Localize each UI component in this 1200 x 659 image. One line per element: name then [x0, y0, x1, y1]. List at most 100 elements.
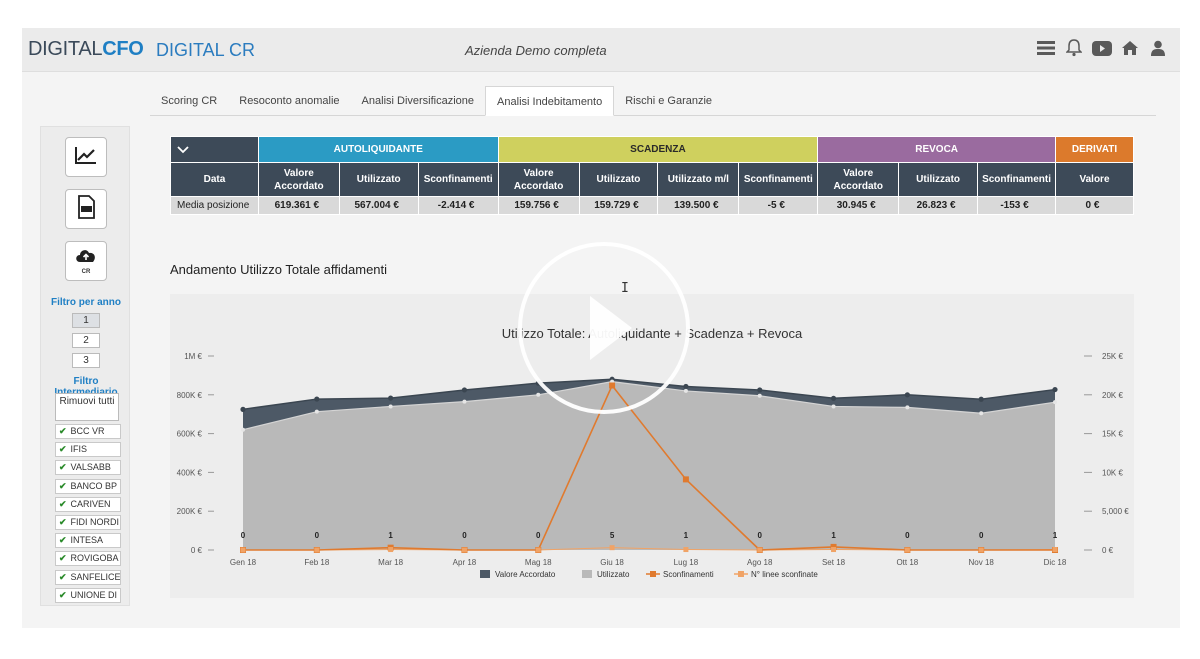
- data-label: 1: [388, 531, 393, 540]
- column-header: Sconfinamenti: [977, 162, 1057, 197]
- point-linee-sconfinate: [904, 547, 910, 553]
- top-bar: DIGITALCFO DIGITAL CR Azienda Demo compl…: [22, 28, 1180, 72]
- top-icons: [1036, 38, 1168, 58]
- sidebar: CR Filtro per anno 1 2 3 Filtro Intermedia…: [40, 126, 130, 606]
- point-linee-sconfinate: [535, 547, 541, 553]
- point-linee-sconfinate: [314, 547, 320, 553]
- video-play-button[interactable]: [518, 242, 690, 414]
- year-button-3[interactable]: 3: [72, 353, 100, 368]
- bank-label: ROVIGOBA: [70, 553, 119, 564]
- bank-filter-item[interactable]: ✔ CARIVEN: [55, 496, 121, 512]
- pdf-file-icon: [76, 194, 96, 224]
- legend-label: Sconfinamenti: [663, 570, 714, 579]
- bank-filter-item[interactable]: ✔ FIDI NORDI: [55, 515, 121, 530]
- upload-cr-button[interactable]: CR: [65, 241, 107, 281]
- checkmark-icon: ✔: [59, 498, 67, 509]
- pdf-button[interactable]: [65, 189, 107, 229]
- menu-icon[interactable]: [1036, 38, 1056, 58]
- year-button-2[interactable]: 2: [72, 333, 100, 348]
- point-linee-sconfinate: [757, 547, 763, 553]
- point-utilizzato: [314, 409, 319, 414]
- company-name: Azienda Demo completa: [465, 43, 607, 58]
- bank-filter-item[interactable]: ✔ SANFELICE: [55, 569, 121, 585]
- x-tick-label: Feb 18: [304, 558, 329, 567]
- bank-filter-item[interactable]: ✔ ROVIGOBA: [55, 551, 121, 567]
- tab-analisi-indebitamento[interactable]: Analisi Indebitamento: [485, 86, 615, 116]
- column-header-row: Data Valore Accordato Utilizzato Sconfiname…: [170, 162, 1134, 197]
- table-row: Media posizione 619.361 €567.004 € -2.414 …: [170, 196, 1134, 215]
- user-icon[interactable]: [1148, 38, 1168, 58]
- column-header: Valore: [1055, 162, 1134, 197]
- bank-filter-item[interactable]: ✔ BANCO BP: [55, 478, 121, 494]
- table-cell: 619.361 €: [257, 196, 340, 215]
- youtube-icon[interactable]: [1092, 38, 1112, 58]
- data-label: 0: [315, 531, 320, 540]
- bank-filter-item[interactable]: ✔ INTESA: [55, 533, 121, 549]
- remove-all-button[interactable]: Rimuovi tutti: [55, 393, 119, 421]
- checkmark-icon: ✔: [59, 517, 67, 527]
- section-title: Andamento Utilizzo Totale affidamenti: [170, 262, 388, 277]
- legend-swatch: [582, 570, 592, 578]
- legend-label: N° linee sconfinate: [751, 570, 818, 579]
- point-valore-accordato: [830, 395, 837, 401]
- x-tick-label: Mag 18: [525, 558, 552, 567]
- data-label: 0: [979, 531, 984, 540]
- column-header: Valore Accordato: [817, 162, 900, 197]
- group-scadenza: SCADENZA: [497, 136, 819, 163]
- column-header: Valore Accordato: [257, 162, 340, 197]
- y-left-tick-label: 200K €: [177, 507, 203, 516]
- year-button-1[interactable]: 1: [72, 313, 100, 328]
- x-tick-label: Dic 18: [1044, 558, 1067, 567]
- checkmark-icon: ✔: [59, 535, 67, 546]
- home-icon[interactable]: [1120, 38, 1140, 58]
- tab-resoconto-anomalie[interactable]: Resoconto anomalie: [239, 95, 340, 107]
- y-right-tick-label: 25K €: [1102, 352, 1123, 361]
- data-label: 0: [905, 531, 910, 540]
- column-header: Utilizzato: [338, 162, 419, 197]
- data-label: 5: [610, 531, 615, 540]
- data-label: 0: [462, 531, 467, 540]
- series-area-utilizzato: [243, 381, 1055, 550]
- point-valore-accordato: [683, 383, 689, 390]
- tab-scoring-cr[interactable]: Scoring CR: [161, 95, 218, 107]
- x-tick-label: Gen 18: [230, 558, 257, 567]
- row-label: Media posizione: [170, 196, 259, 215]
- bank-label: VALSABB: [70, 462, 111, 473]
- bank-filter-item[interactable]: ✔ BCC VR: [55, 424, 121, 439]
- bell-icon[interactable]: [1064, 38, 1084, 58]
- chart-button[interactable]: [65, 137, 107, 177]
- point-linee-sconfinate: [461, 547, 467, 553]
- x-tick-label: Giu 18: [600, 558, 624, 567]
- table-cell: 30.945 €: [817, 196, 900, 215]
- point-linee-sconfinate: [609, 545, 615, 551]
- y-right-tick-label: 10K €: [1102, 468, 1123, 477]
- column-header: Utilizzato: [578, 162, 659, 197]
- bank-filter-item[interactable]: ✔ VALSABB: [55, 460, 121, 476]
- bank-label: UNIONE DI: [70, 589, 118, 600]
- x-tick-label: Apr 18: [453, 558, 477, 567]
- y-right-tick-label: 0 €: [1102, 546, 1114, 555]
- series-line-sconfinamenti: [243, 383, 1055, 551]
- tab-analisi-diversificazione[interactable]: Analisi Diversificazione: [361, 95, 475, 107]
- group-derivati: DERIVATI: [1055, 136, 1134, 163]
- point-valore-accordato: [904, 392, 910, 398]
- legend-swatch-marker: [650, 571, 656, 577]
- y-left-tick-label: 800K €: [177, 391, 203, 400]
- table-cell: -2.414 €: [417, 196, 499, 215]
- collapse-toggle[interactable]: [170, 136, 259, 163]
- tab-rischi-e-garanzie[interactable]: Rischi e Garanzie: [625, 95, 713, 107]
- bank-label: BANCO BP: [70, 480, 118, 491]
- point-utilizzato: [1053, 400, 1057, 405]
- point-valore-accordato: [757, 387, 763, 393]
- bank-filter-item[interactable]: ✔ UNIONE DI: [55, 587, 121, 603]
- point-linee-sconfinate: [683, 547, 689, 553]
- checkmark-icon: ✔: [59, 462, 67, 473]
- group-autoliquidante: AUTOLIQUIDANTE: [257, 136, 499, 163]
- column-header: Utilizzato: [898, 162, 979, 197]
- upload-cr-caption: CR: [81, 269, 91, 275]
- year-filter-label: Filtro per anno: [51, 297, 121, 308]
- point-linee-sconfinate: [1052, 547, 1058, 553]
- data-label: 1: [684, 531, 689, 540]
- bank-filter-item[interactable]: ✔ IFIS: [55, 442, 121, 458]
- table-cell: -5 €: [738, 196, 819, 215]
